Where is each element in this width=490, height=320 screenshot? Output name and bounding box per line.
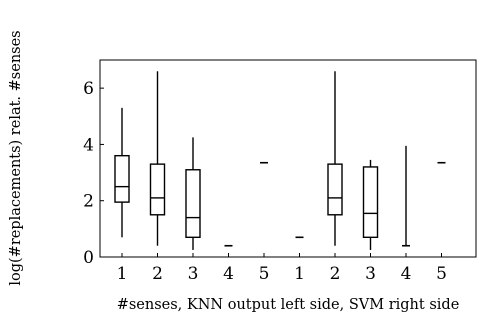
x-tick-label: 4 bbox=[401, 264, 412, 284]
box-body bbox=[327, 163, 343, 216]
x-tick-label: 3 bbox=[365, 264, 376, 284]
x-tick-label: 1 bbox=[294, 264, 305, 284]
plot-frame bbox=[99, 59, 477, 258]
box-8 bbox=[362, 159, 379, 250]
y-tick-label: 0 bbox=[83, 248, 94, 268]
box-2 bbox=[149, 71, 166, 246]
x-tick-label: 2 bbox=[330, 264, 341, 284]
box-1 bbox=[114, 107, 130, 238]
box-body bbox=[185, 169, 201, 238]
box-series bbox=[114, 71, 446, 250]
box-body bbox=[149, 163, 166, 216]
x-tick-label: 4 bbox=[223, 264, 234, 284]
x-axis-label: #senses, KNN output left side, SVM right… bbox=[117, 297, 460, 313]
box-3 bbox=[185, 137, 201, 250]
y-axis-label: log(#replacements) relat. #senses bbox=[8, 30, 24, 285]
x-tick-label: 3 bbox=[188, 264, 199, 284]
y-tick-label: 2 bbox=[83, 192, 94, 212]
x-tick-label: 2 bbox=[152, 264, 163, 284]
y-axis-ticks: 0 2 4 6 bbox=[83, 79, 104, 268]
y-tick-label: 6 bbox=[83, 79, 94, 99]
x-tick-label: 5 bbox=[259, 264, 270, 284]
y-tick-label: 4 bbox=[83, 135, 94, 155]
box-body bbox=[362, 166, 379, 238]
x-axis-ticks: 1 2 3 4 5 1 2 3 4 5 bbox=[117, 253, 447, 284]
box-9 bbox=[402, 145, 410, 247]
x-tick-label: 5 bbox=[436, 264, 447, 284]
x-tick-label: 1 bbox=[117, 264, 128, 284]
box-7 bbox=[327, 71, 343, 246]
box-body bbox=[114, 154, 130, 203]
